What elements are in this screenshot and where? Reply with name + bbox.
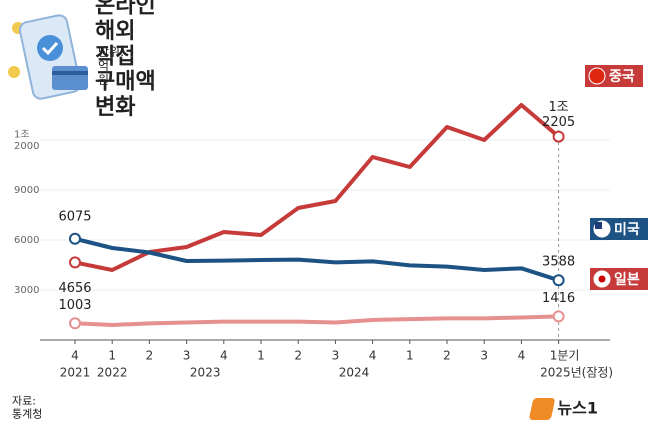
- line: [74, 103, 560, 272]
- legend-flag: [588, 67, 606, 85]
- line: [74, 236, 560, 283]
- legend-flag-canton: [595, 222, 602, 229]
- y-tick-label: 9000: [14, 185, 39, 196]
- legend-label: 미국: [614, 222, 640, 238]
- end-point: [69, 232, 81, 245]
- x-tick-label: 4: [71, 349, 79, 363]
- x-tick-label: 3: [183, 349, 191, 363]
- x-tick-label: 3: [332, 349, 340, 363]
- x-tick-label: 1: [108, 349, 116, 363]
- end-point: [552, 274, 565, 287]
- x-tick-label: 3: [480, 349, 488, 363]
- x-group-label: 2022: [97, 366, 128, 380]
- legend-item: 미국: [590, 218, 648, 240]
- x-tick-label: 1분기: [550, 349, 580, 363]
- x-group-label: 2024: [339, 366, 370, 380]
- x-tick-label: 2: [294, 349, 302, 363]
- value-label: 4656: [58, 281, 91, 296]
- y-tick-label: 3000: [14, 285, 39, 296]
- end-point: [552, 310, 565, 323]
- y-tick-label: 6000: [14, 235, 39, 246]
- x-tick-label: 4: [369, 349, 377, 363]
- x-tick-label: 2: [443, 349, 451, 363]
- logo-text: 뉴스1: [557, 399, 598, 418]
- x-tick-label: 1: [406, 349, 414, 363]
- x-tick-label: 2: [146, 349, 154, 363]
- legend-label: 일본: [614, 272, 640, 288]
- x-tick-label: 1: [257, 349, 265, 363]
- icon: [8, 14, 88, 100]
- x-tick-label: 4: [518, 349, 526, 363]
- x-group-label: 2021: [60, 366, 91, 380]
- end-point: [552, 130, 565, 143]
- legend-flag-dot: [598, 275, 606, 283]
- legend-item: 일본: [590, 268, 648, 290]
- chart-title: 분기별국가별온라인해외직접구매액변화: [95, 0, 156, 120]
- value-label: 1조 2205: [542, 100, 575, 130]
- value-label: 3588: [542, 255, 575, 270]
- source: 자료: 통계청: [12, 395, 42, 421]
- x-group-label: 2023: [190, 366, 221, 380]
- value-label: 6075: [58, 209, 91, 224]
- x-tick-label: 4: [220, 349, 228, 363]
- end-point: [69, 317, 81, 330]
- logo: 뉴스1: [529, 398, 598, 420]
- legend-label: 중국: [609, 69, 635, 85]
- line: [74, 314, 559, 327]
- y-tick-label: 1조 2000: [14, 129, 39, 152]
- subtitle: 단위: 억 원: [98, 45, 124, 87]
- legend-item: 중국: [585, 65, 643, 87]
- value-label: 1003: [58, 298, 91, 313]
- value-label: 1416: [542, 291, 575, 306]
- x-group-label: 2025년(잠정): [540, 366, 613, 380]
- end-point: [69, 256, 81, 269]
